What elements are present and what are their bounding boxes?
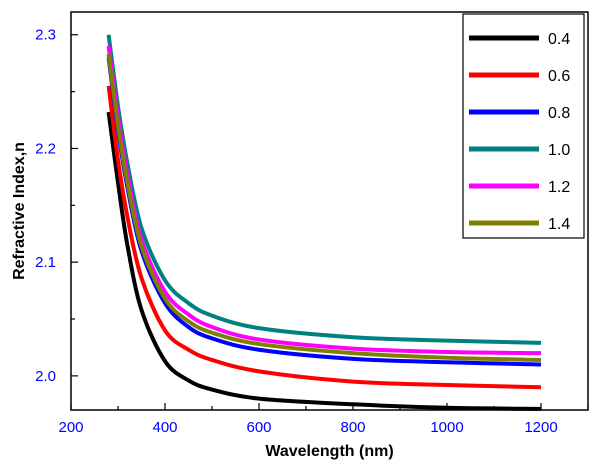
- y-tick-label: 2.2: [35, 140, 56, 157]
- legend-label: 1.4: [548, 216, 570, 233]
- y-axis-title: Refractive Index,n: [11, 142, 28, 280]
- legend-label: 1.0: [548, 142, 570, 159]
- y-tick-label: 2.1: [35, 254, 56, 271]
- x-tick-label: 1200: [524, 419, 557, 436]
- legend-label: 0.4: [548, 31, 570, 48]
- series-line-1-4: [106, 53, 542, 362]
- x-tick-label: 1000: [430, 419, 463, 436]
- x-tick-label: 200: [58, 419, 83, 436]
- x-tick-label: 800: [340, 419, 365, 436]
- legend-label: 1.2: [548, 179, 570, 196]
- y-tick-label: 2.0: [35, 368, 56, 385]
- y-axis: 2.0 2.1 2.2 2.3: [35, 27, 78, 385]
- legend-label: 0.6: [548, 68, 570, 85]
- series-line-0-6: [106, 85, 542, 390]
- plot-frame: [70, 11, 589, 411]
- y-tick-label: 2.3: [35, 27, 56, 44]
- x-tick-label: 600: [246, 419, 271, 436]
- x-axis: 200 400 600 800 1000 1200: [58, 403, 589, 436]
- x-axis-title: Wavelength (nm): [265, 443, 393, 460]
- legend-label: 0.8: [548, 105, 570, 122]
- legend-box: [462, 13, 585, 239]
- x-tick-label: 400: [152, 419, 177, 436]
- legend: 0.4 0.6 0.8 1.0 1.2 1.4: [462, 13, 585, 239]
